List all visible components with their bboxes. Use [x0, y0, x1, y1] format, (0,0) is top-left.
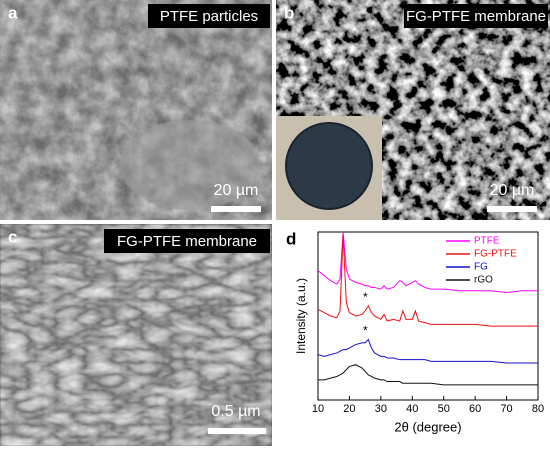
peak-annotation: * [363, 324, 368, 338]
sem-texture [0, 224, 272, 446]
legend-label: PTFE [474, 236, 500, 247]
x-tick-label: 30 [375, 403, 387, 415]
scale-bar-label: 20 µm [490, 182, 535, 199]
x-tick-label: 60 [469, 403, 481, 415]
x-tick-label: 80 [532, 403, 544, 415]
scale-bar-label: 20 µm [214, 182, 259, 199]
scale-bar [211, 206, 261, 212]
panel-title: PTFE particles [160, 8, 258, 25]
panel-letter: c [8, 227, 17, 246]
peak-annotation: * [363, 290, 368, 304]
scale-bar [487, 206, 537, 212]
scale-bar [208, 428, 266, 434]
panel-letter: b [284, 3, 294, 22]
plot-frame [317, 231, 539, 401]
panel-b: b FG-PTFE membrane 20 µm [276, 0, 550, 220]
panel-letter: a [8, 3, 18, 22]
x-tick-label: 40 [406, 403, 418, 415]
title-box [404, 4, 548, 28]
xrd-line [318, 235, 538, 327]
x-tick-label: 70 [500, 403, 512, 415]
panel-title: FG-PTFE membrane [406, 8, 546, 25]
xrd-line [318, 232, 538, 293]
panel-a: a PTFE particles 20 µm [0, 0, 272, 220]
plot-area [318, 232, 538, 386]
scale-bar-label: 0.5 µm [211, 403, 260, 420]
xrd-line [318, 364, 538, 386]
legend-label: FG [474, 262, 488, 273]
x-axis-label: 2θ (degree) [394, 419, 461, 434]
x-tick-label: 50 [438, 403, 450, 415]
sem-feature [120, 120, 260, 210]
x-tick-label: 20 [343, 403, 355, 415]
y-axis-label: Intensity (a.u.) [294, 278, 308, 354]
panel-title: FG-PTFE membrane [117, 233, 257, 250]
panel-letter: d [286, 229, 296, 248]
title-box [104, 229, 270, 253]
panel-c: c FG-PTFE membrane 0.5 µm [0, 224, 272, 446]
legend-label: rGO [474, 275, 493, 286]
x-tick-label: 10 [312, 403, 324, 415]
title-box [148, 4, 270, 28]
xrd-line [318, 338, 538, 364]
legend-label: FG-PTFE [474, 249, 517, 260]
membrane-disc [285, 122, 373, 210]
